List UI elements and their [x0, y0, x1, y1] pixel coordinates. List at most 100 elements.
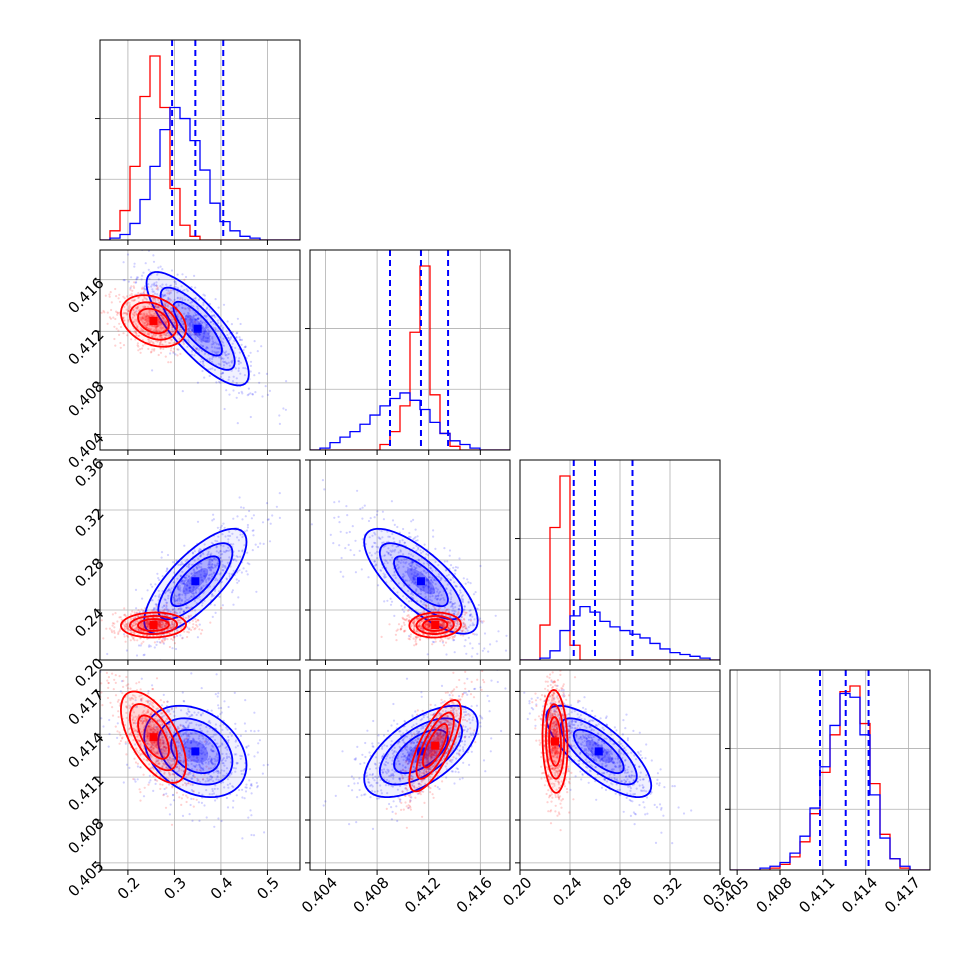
scatter-point	[234, 692, 236, 694]
scatter-point	[139, 348, 141, 350]
density-peak-b	[431, 621, 439, 629]
scatter-point	[176, 354, 178, 356]
joint-panel-0-1	[78, 213, 300, 455]
scatter-point	[182, 815, 184, 817]
scatter-point	[415, 638, 417, 640]
scatter-point	[142, 345, 144, 347]
scatter-point	[259, 739, 261, 741]
scatter-point	[151, 586, 153, 588]
scatter-point	[415, 636, 417, 638]
scatter-point	[279, 517, 281, 519]
scatter-point	[191, 820, 193, 822]
scatter-point	[383, 518, 385, 520]
scatter-point	[248, 393, 250, 395]
scatter-point	[262, 521, 264, 523]
scatter-point	[126, 649, 128, 651]
scatter-point	[147, 660, 149, 662]
scatter-point	[404, 624, 406, 626]
scatter-point	[189, 813, 191, 815]
scatter-point	[474, 686, 476, 688]
scatter-point	[408, 532, 410, 534]
scatter-point	[232, 589, 234, 591]
scatter-point	[188, 622, 190, 624]
scatter-point	[346, 514, 348, 516]
scatter-point	[176, 348, 178, 350]
scatter-point	[169, 352, 171, 354]
scatter-point	[333, 517, 335, 519]
scatter-point	[143, 795, 145, 797]
scatter-point	[249, 809, 251, 811]
scatter-point	[269, 390, 271, 392]
scatter-point	[115, 295, 117, 297]
scatter-point	[263, 543, 265, 545]
scatter-point	[236, 578, 238, 580]
scatter-point	[458, 557, 460, 559]
scatter-point	[247, 754, 249, 756]
scatter-point	[113, 326, 115, 328]
scatter-point	[198, 820, 200, 822]
scatter-point	[410, 520, 412, 522]
scatter-point	[194, 287, 196, 289]
scatter-point	[214, 604, 216, 606]
joint-content	[78, 213, 287, 425]
histogram-series-a	[730, 694, 930, 870]
scatter-point	[382, 511, 384, 513]
scatter-point	[136, 639, 138, 641]
scatter-point	[152, 254, 154, 256]
scatter-point	[463, 577, 465, 579]
scatter-point	[169, 813, 171, 815]
scatter-point	[102, 637, 104, 639]
scatter-point	[151, 369, 153, 371]
scatter-point	[220, 820, 222, 822]
scatter-point	[118, 323, 120, 325]
scatter-point	[345, 505, 347, 507]
scatter-point	[222, 604, 224, 606]
scatter-point	[466, 578, 468, 580]
scatter-point	[120, 347, 122, 349]
scatter-point	[174, 353, 176, 355]
scatter-point	[186, 631, 188, 633]
scatter-point	[256, 782, 258, 784]
scatter-point	[223, 304, 225, 306]
scatter-point	[137, 778, 139, 780]
scatter-point	[227, 806, 229, 808]
scatter-point	[237, 422, 239, 424]
scatter-point	[282, 407, 284, 409]
scatter-point	[232, 518, 234, 520]
scatter-point	[141, 275, 143, 277]
scatter-point	[245, 570, 247, 572]
scatter-point	[241, 571, 243, 573]
scatter-point	[198, 628, 200, 630]
scatter-point	[130, 285, 132, 287]
scatter-point	[364, 505, 366, 507]
scatter-point	[150, 583, 152, 585]
scatter-point	[131, 610, 133, 612]
scatter-point	[505, 681, 507, 683]
scatter-point	[412, 519, 414, 521]
scatter-point	[150, 351, 152, 353]
scatter-point	[419, 639, 421, 641]
scatter-point	[279, 492, 281, 494]
scatter-point	[223, 700, 225, 702]
scatter-point	[252, 534, 254, 536]
scatter-point	[137, 276, 139, 278]
scatter-point	[137, 765, 139, 767]
scatter-point	[176, 635, 178, 637]
scatter-point	[468, 637, 470, 639]
scatter-point	[265, 385, 267, 387]
scatter-point	[469, 642, 471, 644]
scatter-point	[449, 555, 451, 557]
marginal-panel-1	[305, 250, 510, 455]
scatter-point	[341, 557, 343, 559]
marginal-panel-0	[95, 40, 300, 245]
scatter-point	[209, 622, 211, 624]
scatter-point	[449, 549, 451, 551]
scatter-point	[158, 354, 160, 356]
scatter-point	[198, 801, 200, 803]
scatter-point	[161, 639, 163, 641]
scatter-point	[110, 291, 112, 293]
scatter-point	[228, 706, 230, 708]
joint-panel-0-2	[92, 460, 300, 686]
scatter-point	[162, 348, 164, 350]
scatter-point	[120, 326, 122, 328]
